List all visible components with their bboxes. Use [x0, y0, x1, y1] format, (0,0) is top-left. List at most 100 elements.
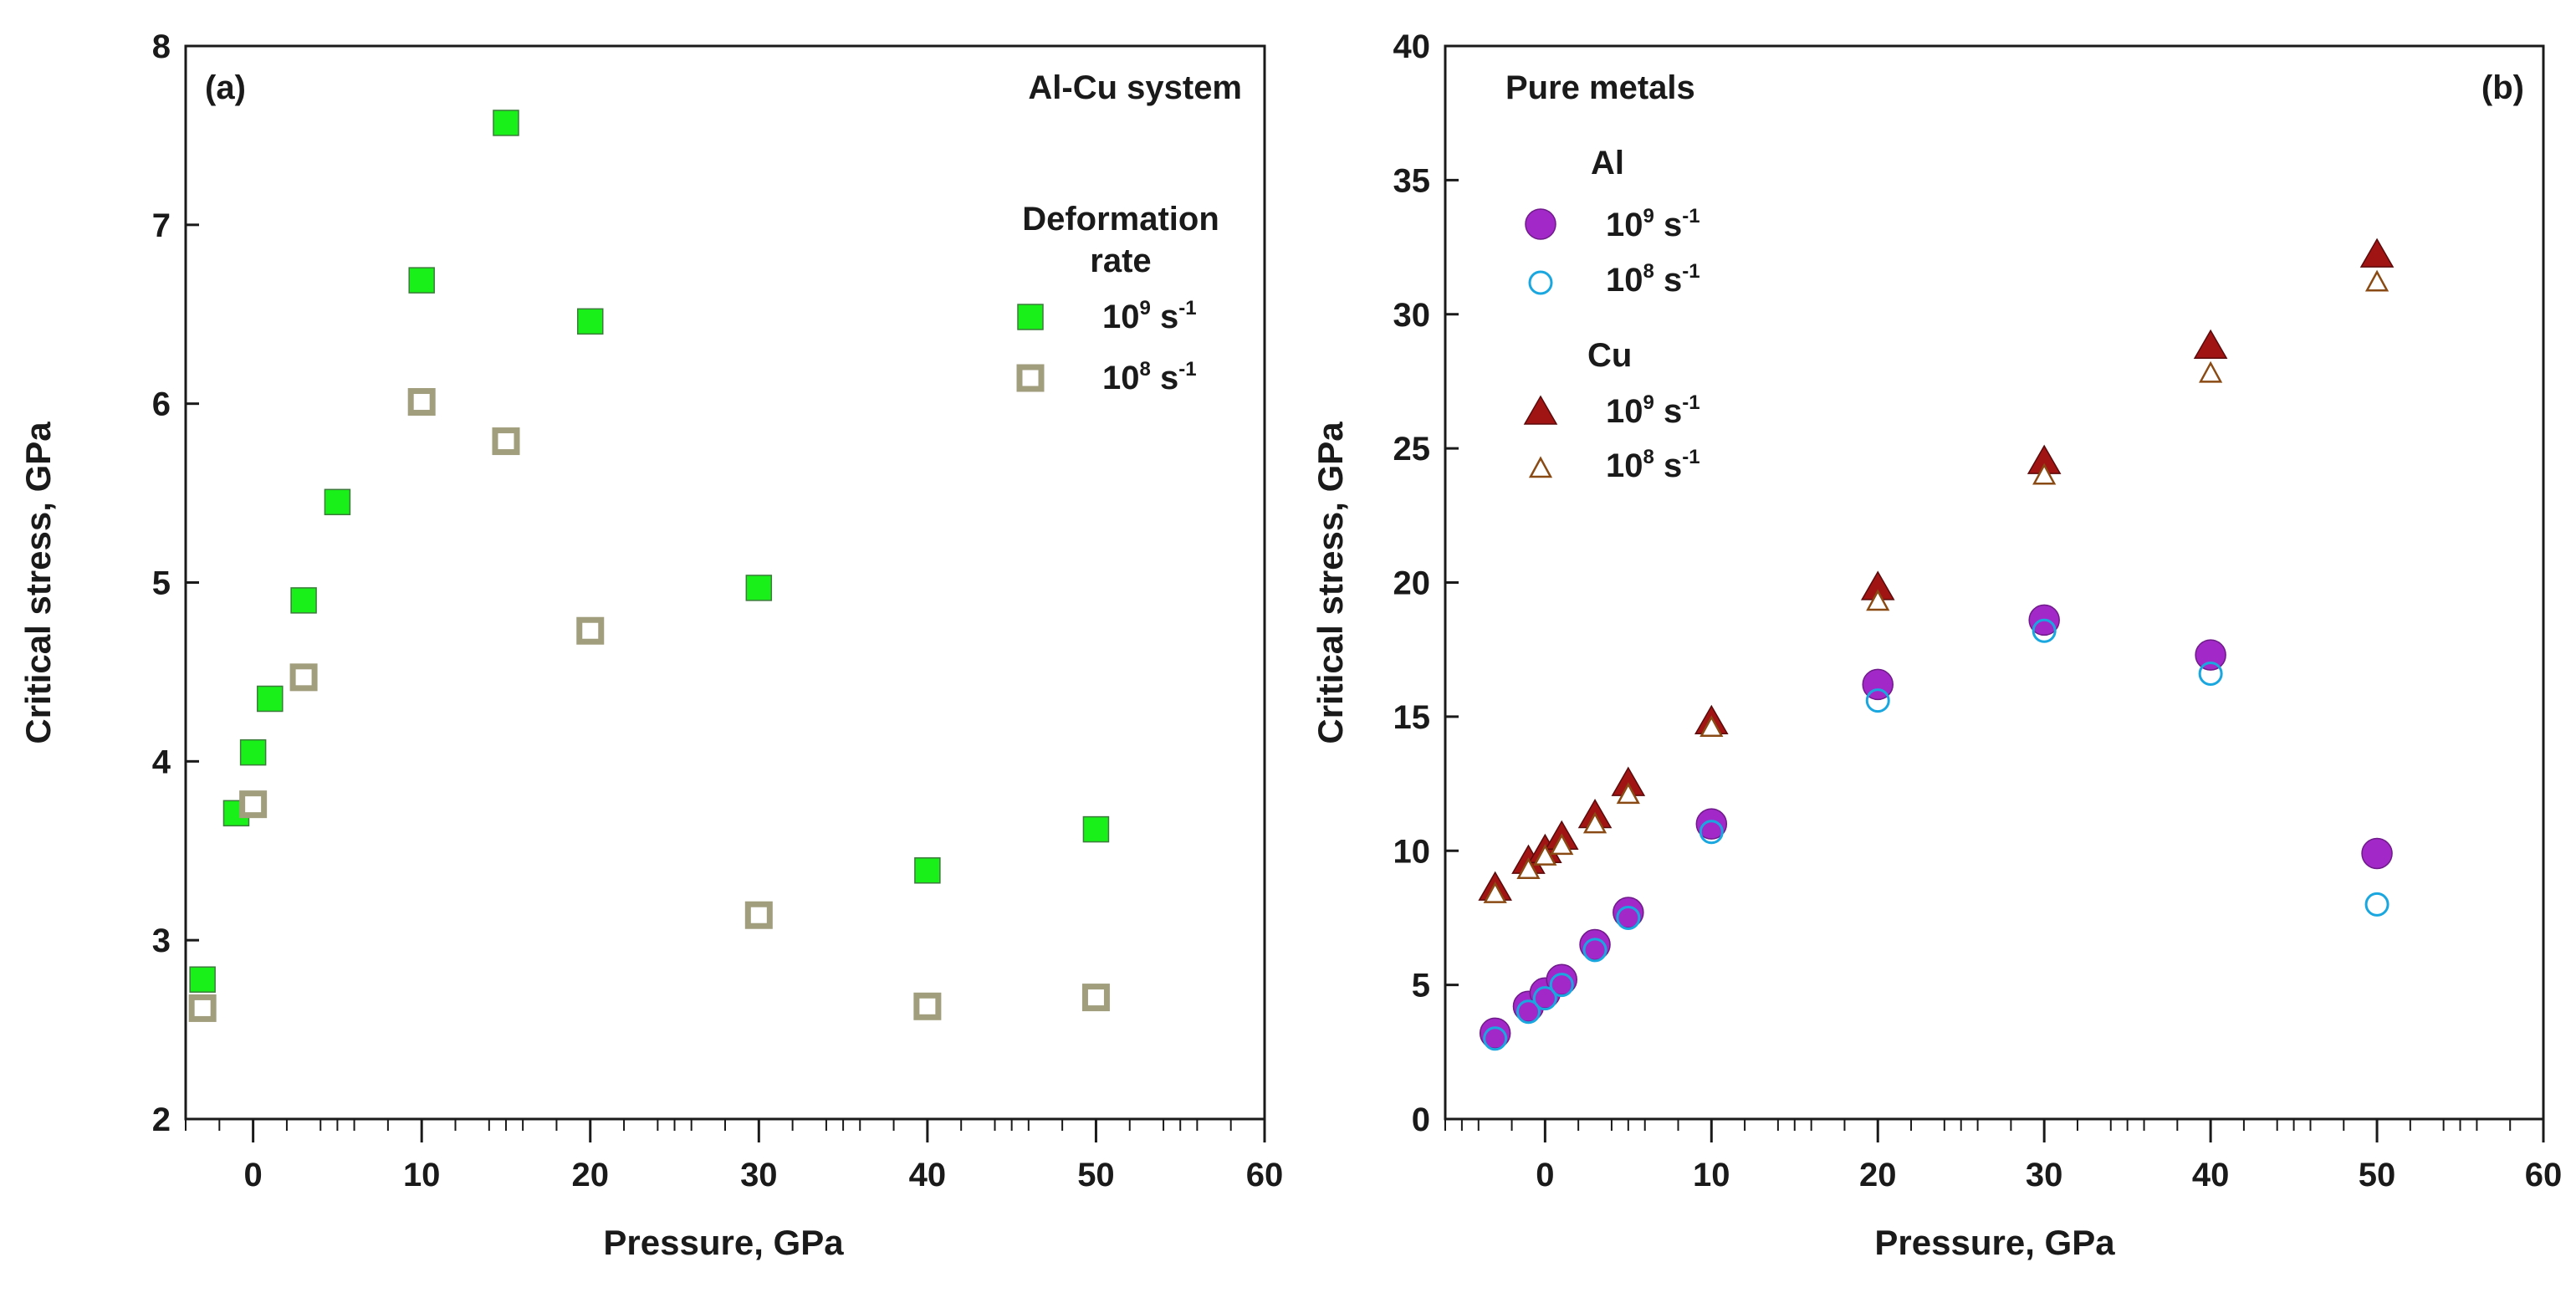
- panel-a-y-axis-label: Critical stress, GPa: [18, 422, 58, 744]
- panel-b-y-tick-label-1: 5: [1412, 968, 1430, 1004]
- panel-b-legend-entry-4: 108 s-1: [1528, 446, 1700, 484]
- panel-a-legend-title-line-2: rate: [1090, 243, 1151, 279]
- panel-a-x-tick-label-2: 20: [572, 1157, 610, 1193]
- panel-a-points: [188, 110, 1110, 1022]
- legend-base: 10: [1606, 447, 1643, 484]
- panel-b-x-tick-label-5: 50: [2359, 1157, 2396, 1193]
- panel-a-legend: Deformation rate 109 s-1 108 s-1: [1016, 201, 1219, 396]
- panel-b-x-tick-label-2: 20: [1859, 1157, 1897, 1193]
- panel-b-legend-entry-3: 109 s-1: [1523, 391, 1700, 430]
- panel-b-series-4-point-11: [2364, 269, 2389, 292]
- panel-b-legend: Al 109 s-1 108 s-1 Cu 109 s-1 108 s-1: [1523, 145, 1700, 484]
- panel-a-series-2-point-4: [407, 388, 436, 417]
- panel-a-legend-title-line-1: Deformation: [1022, 201, 1219, 238]
- panel-a-x-axis: 0 10 20 30 40 50 60: [185, 1119, 1284, 1193]
- legend-unit-exp: -1: [1682, 391, 1699, 414]
- legend-exp: 9: [1643, 391, 1654, 414]
- panel-a-series-1-point-4: [257, 685, 284, 713]
- panel-b-y-tick-label-8: 40: [1393, 28, 1431, 65]
- panel-b-series-4-point-5: [1582, 811, 1607, 834]
- panel-b-series-2-point-11: [2364, 892, 2389, 917]
- panel-a-series-1-point-7: [408, 267, 435, 294]
- panel-a-legend-label-2: 108 s-1: [1102, 358, 1197, 396]
- panel-b-y-tick-label-7: 35: [1393, 162, 1431, 199]
- legend-base: 10: [1606, 207, 1643, 243]
- panel-a-series-1-point-12: [1082, 815, 1110, 843]
- panel-a-series-1-point-1: [189, 966, 216, 993]
- panel-b-legend-marker-2: [1528, 270, 1553, 295]
- legend-space: [1654, 393, 1664, 430]
- panel-b-legend-label-1: 109 s-1: [1606, 205, 1700, 243]
- legend-base: 10: [1606, 393, 1643, 430]
- panel-b-series-4-point-3: [1533, 844, 1557, 866]
- legend-exp: 9: [1643, 205, 1654, 227]
- panel-a-y-tick-label-0: 2: [152, 1101, 171, 1138]
- panel-b-y-tick-label-3: 15: [1393, 699, 1431, 736]
- panel-b-legend-swatch-1: [1525, 208, 1556, 240]
- panel-b-series-1-point-11: [2361, 837, 2393, 870]
- panel-b-legend-swatch-3: [1523, 395, 1558, 425]
- legend-exp: 9: [1140, 297, 1151, 319]
- legend-unit: s: [1664, 393, 1682, 430]
- panel-a-x-tick-label-5: 50: [1077, 1157, 1115, 1193]
- panel-b-legend-label-2: 108 s-1: [1606, 260, 1700, 299]
- legend-exp: 8: [1643, 260, 1654, 283]
- panel-a-x-axis-label: Pressure, GPa: [603, 1223, 844, 1262]
- panel-b-x-tick-label-1: 10: [1693, 1157, 1730, 1193]
- panel-a-title: Al-Cu system: [1028, 69, 1242, 106]
- panel-b-legend-label-3: 109 s-1: [1606, 391, 1700, 430]
- panel-b-series-4-point-4: [1550, 833, 1574, 856]
- panel-b-series-4-point-9: [2032, 463, 2057, 485]
- panel-b-x-axis: 0 10 20 30 40 50 60: [1444, 1119, 2562, 1193]
- legend-base: 10: [1606, 262, 1643, 299]
- panel-a-y-tick-label-2: 4: [152, 744, 171, 780]
- panel-a-legend-marker-1: [1017, 304, 1044, 330]
- legend-unit: s: [1664, 262, 1682, 299]
- legend-unit-exp: -1: [1682, 260, 1699, 283]
- panel-a-x-tick-label-6: 60: [1246, 1157, 1284, 1193]
- panel-a-series-2-point-7: [744, 901, 773, 929]
- legend-unit: s: [1160, 360, 1178, 396]
- panel-b-series-4-point-10: [2199, 360, 2223, 383]
- panel-a-series-2-point-3: [289, 663, 318, 692]
- panel-b-y-tick-label-5: 25: [1393, 431, 1431, 468]
- panel-b-series-4-point-6: [1616, 782, 1640, 805]
- panel-b-legend-swatch-2: [1528, 270, 1553, 295]
- panel-b-x-tick-label-3: 30: [2026, 1157, 2063, 1193]
- panel-b-y-tick-label-2: 10: [1393, 833, 1431, 870]
- panel-a: 2 3 4 5 6 7 8 0 10 20 30 40 50 60 (a) Al-Cu system P…: [18, 28, 1283, 1262]
- panel-b-series-3-point-11: [2359, 238, 2395, 268]
- panel-b-series-2-point-6: [1616, 905, 1641, 930]
- panel-a-series-1-point-6: [324, 488, 351, 516]
- panel-a-series-1-point-8: [493, 110, 519, 136]
- panel-a-x-tick-label-4: 40: [909, 1157, 947, 1193]
- panel-a-x-tick-label-1: 10: [403, 1157, 441, 1193]
- legend-space: [1654, 447, 1664, 484]
- panel-b-points: [1478, 238, 2395, 1051]
- legend-space: [1654, 262, 1664, 299]
- panel-a-legend-entry-1: 109 s-1: [1017, 297, 1197, 335]
- panel-a-y-tick-label-1: 3: [152, 922, 171, 959]
- panel-a-series-2-point-9: [1081, 984, 1110, 1012]
- panel-b-legend-marker-4: [1528, 456, 1553, 478]
- panel-b-series-4-point-1: [1483, 881, 1507, 903]
- panel-a-series-2-point-5: [492, 427, 520, 456]
- panel-b-y-axis: 0 5 10 15 20 25 30 35 40: [1393, 28, 1459, 1138]
- panel-b-legend-marker-1: [1525, 208, 1556, 240]
- panel-a-series-1-point-9: [577, 308, 604, 335]
- panel-b-series-1-point-7: [1695, 808, 1728, 840]
- panel-b-y-tick-label-0: 0: [1412, 1101, 1430, 1138]
- panel-b-series-2-point-2: [1515, 999, 1541, 1025]
- panel-b-x-tick-label-0: 0: [1536, 1157, 1554, 1193]
- panel-b-series-3-point-10: [2193, 329, 2228, 359]
- panel-b-series-2-point-9: [2032, 618, 2057, 643]
- legend-unit-exp: -1: [1682, 205, 1699, 227]
- panel-b-series-4-point-7: [1699, 715, 1724, 737]
- panel-a-series-2-point-1: [188, 994, 217, 1022]
- panel-b-legend-label-4: 108 s-1: [1606, 446, 1700, 484]
- panel-b-series-4-point-8: [1866, 589, 1890, 611]
- legend-exp: 8: [1643, 446, 1654, 468]
- legend-unit-exp: -1: [1178, 358, 1196, 381]
- panel-b-series-2-point-4: [1549, 973, 1574, 998]
